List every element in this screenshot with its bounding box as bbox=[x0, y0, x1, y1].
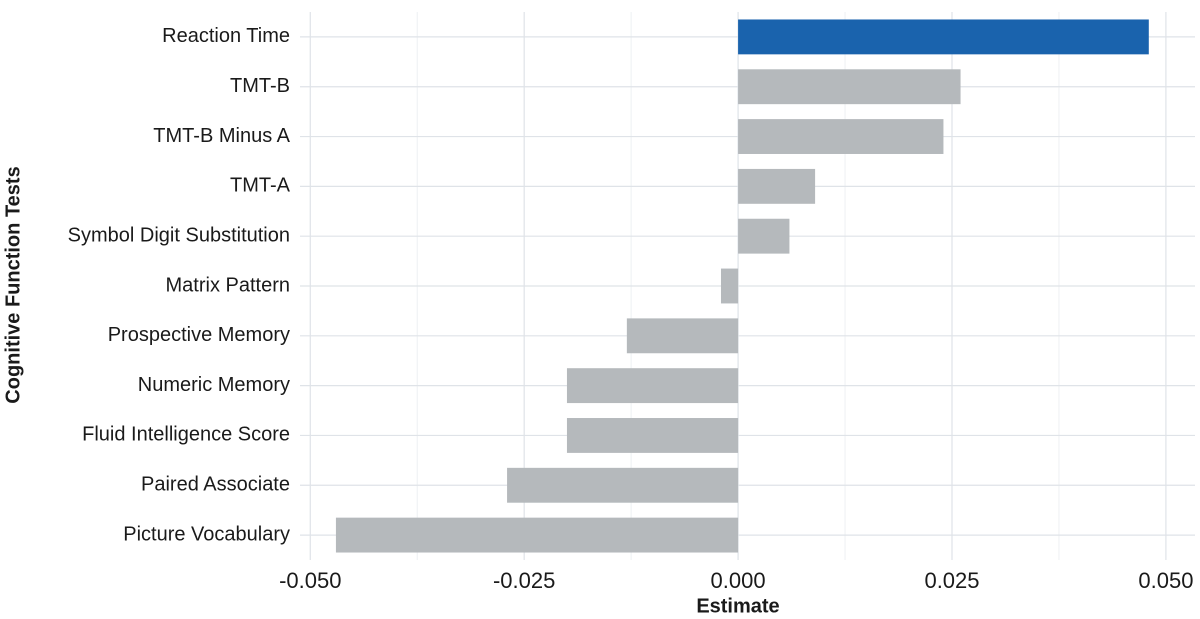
bar bbox=[626, 318, 739, 354]
y-tick-label: Reaction Time bbox=[162, 25, 290, 47]
x-tick-label: 0.025 bbox=[924, 568, 979, 593]
bar bbox=[335, 517, 739, 553]
y-tick-label: Numeric Memory bbox=[138, 374, 290, 396]
y-tick-label: Paired Associate bbox=[141, 474, 290, 496]
y-tick-label: Symbol Digit Substitution bbox=[68, 224, 290, 246]
y-axis-title: Cognitive Function Tests bbox=[2, 166, 24, 403]
bar bbox=[738, 69, 961, 105]
y-tick-label: TMT-A bbox=[230, 175, 291, 197]
x-tick-label: -0.025 bbox=[493, 568, 555, 593]
bar bbox=[566, 368, 739, 404]
y-tick-label: Prospective Memory bbox=[108, 324, 290, 346]
y-tick-label: Fluid Intelligence Score bbox=[82, 424, 290, 446]
y-tick-label: Matrix Pattern bbox=[166, 274, 290, 296]
bar bbox=[738, 119, 944, 154]
y-tick-label: TMT-B bbox=[230, 75, 290, 97]
y-tick-label: TMT-B Minus A bbox=[153, 125, 290, 147]
x-tick-label: -0.050 bbox=[279, 568, 341, 593]
bar bbox=[566, 418, 739, 453]
x-tick-label: 0.000 bbox=[711, 568, 766, 593]
bar bbox=[738, 218, 790, 254]
y-tick-label: Picture Vocabulary bbox=[123, 523, 290, 545]
x-axis-title: Estimate bbox=[696, 595, 779, 617]
bar bbox=[738, 168, 816, 204]
x-tick-label: 0.050 bbox=[1138, 568, 1193, 593]
bar bbox=[738, 19, 1149, 55]
bar bbox=[720, 268, 739, 304]
bar bbox=[507, 467, 739, 503]
